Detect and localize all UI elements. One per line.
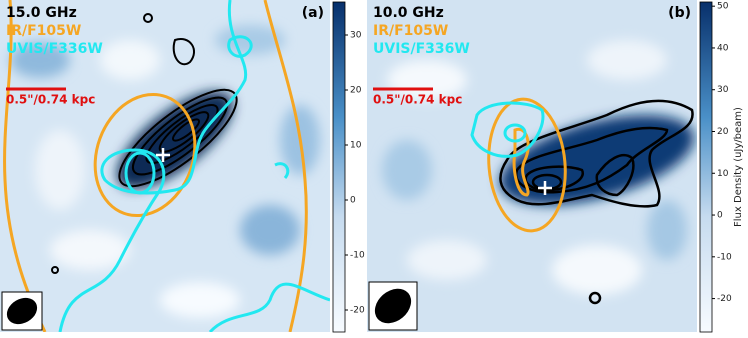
colorbar-tick-label: 30 — [717, 85, 729, 95]
colorbar-tick-label: -20 — [717, 294, 732, 304]
colorbar-tick-label: -10 — [350, 251, 365, 261]
radio-contours — [499, 99, 694, 305]
beam — [6, 297, 38, 325]
uv-contours — [58, 0, 330, 332]
ir-contours — [487, 97, 567, 233]
panel-title: 15.0 GHz — [6, 5, 77, 21]
panel: 10.0 GHz (b) IR/F105W UVIS/F336W 0.5"/0.… — [367, 0, 697, 332]
colorbar-tick-label: 0 — [717, 211, 723, 221]
legend-entry: IR/F105W — [373, 23, 448, 39]
colorbar-tick-label: 20 — [717, 127, 729, 137]
beam — [374, 288, 412, 324]
colorbar-label: Flux Density (uJy/beam) — [733, 107, 744, 227]
scale-bar-label: 0.5"/0.74 kpc — [373, 93, 462, 107]
panel-label: (a) — [302, 5, 324, 21]
legend-entry: UVIS/F336W — [373, 41, 470, 57]
radio-contours — [20, 13, 238, 317]
uv-contours — [470, 101, 545, 158]
scale-bar-label: 0.5"/0.74 kpc — [6, 93, 95, 107]
legend-entry: UVIS/F336W — [6, 41, 103, 57]
colorbar-tick-label: 10 — [717, 169, 729, 179]
colorbar — [699, 1, 713, 333]
colorbar-tick-label: 10 — [350, 141, 362, 151]
legend-entry: IR/F105W — [6, 23, 81, 39]
panel-title: 10.0 GHz — [373, 5, 444, 21]
center-marker — [538, 181, 552, 195]
colorbar-tick-label: 30 — [350, 31, 362, 41]
colorbar-tick-label: 20 — [350, 86, 362, 96]
colorbar — [332, 1, 346, 333]
panel-label: (b) — [668, 5, 691, 21]
colorbar-tick-label: -10 — [717, 252, 732, 262]
map-noise — [382, 40, 695, 295]
colorbar-tick-label: -20 — [350, 306, 365, 316]
center-marker — [156, 148, 170, 162]
colorbar-tick-label: 0 — [350, 196, 356, 206]
panel: 15.0 GHz (a) IR/F105W UVIS/F336W 0.5"/0.… — [0, 0, 330, 332]
colorbar-tick-label: 40 — [717, 43, 729, 53]
colorbar-tick-label: 50 — [717, 2, 729, 12]
